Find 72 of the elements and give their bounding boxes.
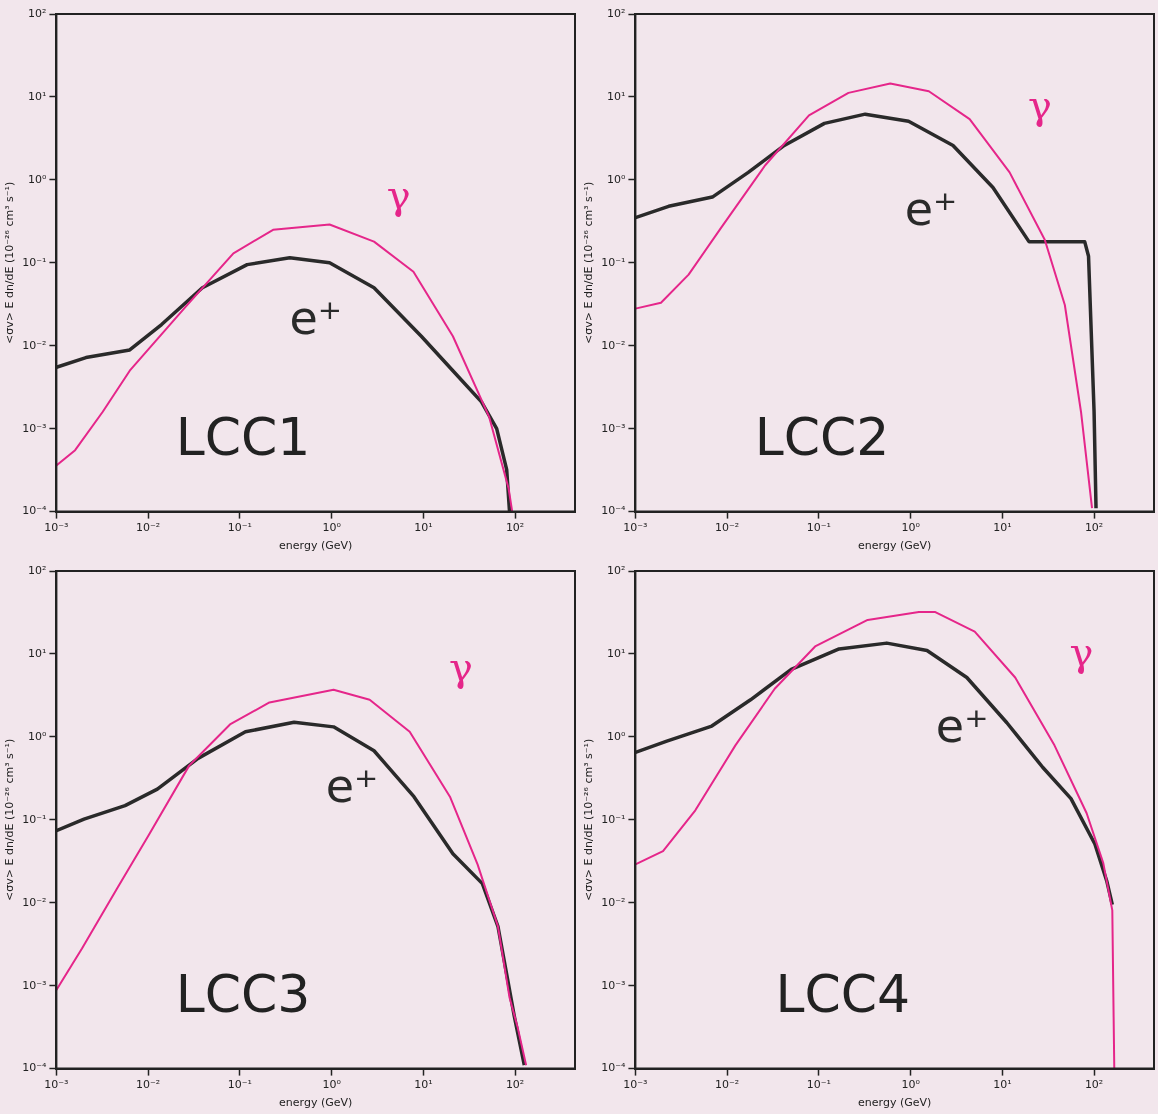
x-tick-label: 10¹ — [993, 521, 1012, 535]
y-tick-label: 10⁰ — [606, 172, 626, 186]
x-tick-label: 10⁻¹ — [227, 521, 252, 535]
series-label: γ — [1069, 628, 1094, 675]
y-tick-label: 10⁻³ — [601, 421, 626, 435]
y-tick-label: 10⁻¹ — [601, 812, 626, 826]
y-tick-label: 10⁻¹ — [22, 255, 47, 269]
series-label: γ — [1027, 81, 1052, 128]
series-label: e⁺ — [904, 181, 958, 236]
y-tick-label: 10⁰ — [606, 729, 626, 743]
x-tick-label: 10² — [1084, 521, 1104, 535]
x-axis-title: energy (GeV) — [279, 539, 353, 553]
y-tick-label: 10⁻⁴ — [22, 504, 47, 518]
x-tick-label: 10⁰ — [901, 521, 921, 535]
y-tick-label: 10⁻³ — [601, 978, 626, 992]
y-tick-label: 10¹ — [27, 646, 47, 660]
x-tick-label: 10⁻¹ — [227, 1078, 252, 1092]
y-tick-label: 10⁻² — [601, 895, 626, 909]
series-label: γ — [386, 171, 411, 218]
series-label: e⁺ — [289, 291, 342, 346]
y-tick-label: 10⁻³ — [22, 978, 47, 992]
x-tick-label: 10⁻¹ — [806, 521, 831, 535]
y-tick-label: 10² — [27, 563, 47, 577]
y-tick-label: 10² — [27, 6, 47, 20]
y-tick-label: 10⁻² — [22, 895, 47, 909]
x-tick-label: 10⁻³ — [623, 521, 648, 535]
series-label: γ — [448, 643, 473, 690]
series-label: e⁺ — [325, 758, 379, 813]
x-tick-label: 10⁰ — [322, 1078, 342, 1092]
y-tick-label: 10⁻² — [601, 338, 626, 352]
x-tick-label: 10⁻¹ — [806, 1078, 831, 1092]
y-axis-title: <σv> E dn/dE (10⁻²⁶ cm³ s⁻¹) — [3, 738, 17, 901]
y-tick-label: 10¹ — [606, 89, 626, 103]
y-tick-label: 10⁻⁴ — [601, 504, 626, 518]
y-tick-label: 10² — [606, 6, 626, 20]
x-tick-label: 10⁰ — [322, 521, 342, 535]
x-tick-label: 10² — [505, 1078, 525, 1092]
annotation: LCC1 — [175, 407, 311, 468]
y-tick-label: 10⁻⁴ — [601, 1061, 626, 1075]
x-tick-label: 10⁻² — [715, 521, 740, 535]
y-axis-title: <σv> E dn/dE (10⁻²⁶ cm³ s⁻¹) — [582, 181, 596, 344]
x-axis-title: energy (GeV) — [279, 1096, 353, 1110]
x-axis-title: energy (GeV) — [858, 539, 932, 553]
x-tick-label: 10⁻² — [715, 1078, 740, 1092]
annotation: LCC3 — [175, 964, 311, 1025]
x-tick-label: 10² — [1084, 1078, 1104, 1092]
y-tick-label: 10⁻² — [22, 338, 47, 352]
y-tick-label: 10⁻¹ — [601, 255, 626, 269]
x-tick-label: 10¹ — [414, 521, 433, 535]
y-tick-label: 10⁻¹ — [22, 812, 47, 826]
y-tick-label: 10¹ — [27, 89, 47, 103]
y-tick-label: 10¹ — [606, 646, 626, 660]
x-tick-label: 10¹ — [414, 1078, 433, 1092]
x-tick-label: 10⁰ — [901, 1078, 921, 1092]
y-axis-title: <σv> E dn/dE (10⁻²⁶ cm³ s⁻¹) — [3, 181, 17, 344]
y-tick-label: 10² — [606, 563, 626, 577]
series-label: e⁺ — [935, 699, 989, 754]
x-tick-label: 10⁻³ — [44, 1078, 69, 1092]
y-tick-label: 10⁰ — [27, 729, 47, 743]
x-tick-label: 10⁻³ — [44, 521, 69, 535]
y-tick-label: 10⁰ — [27, 172, 47, 186]
x-tick-label: 10⁻² — [136, 1078, 161, 1092]
y-tick-label: 10⁻⁴ — [22, 1061, 47, 1075]
x-tick-label: 10¹ — [993, 1078, 1012, 1092]
x-tick-label: 10⁻² — [136, 521, 161, 535]
annotation: LCC2 — [754, 407, 890, 468]
annotation: LCC4 — [775, 964, 911, 1025]
x-axis-title: energy (GeV) — [858, 1096, 932, 1110]
x-tick-label: 10² — [505, 521, 525, 535]
x-tick-label: 10⁻³ — [623, 1078, 648, 1092]
y-tick-label: 10⁻³ — [22, 421, 47, 435]
y-axis-title: <σv> E dn/dE (10⁻²⁶ cm³ s⁻¹) — [582, 738, 596, 901]
